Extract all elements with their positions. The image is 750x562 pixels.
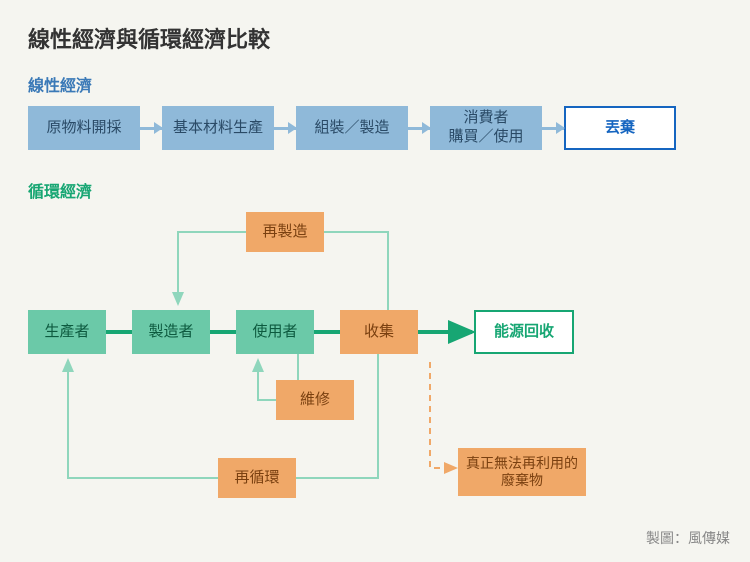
linear-arrow <box>542 127 564 130</box>
linear-arrow <box>408 127 430 130</box>
circ-waste: 真正無法再利用的廢棄物 <box>458 448 586 496</box>
linear-box: 組裝／製造 <box>296 106 408 150</box>
linear-arrow <box>140 127 162 130</box>
circ-remfg: 再製造 <box>246 212 324 252</box>
circ-repair: 維修 <box>276 380 354 420</box>
circ-user: 使用者 <box>236 310 314 354</box>
circ-collect: 收集 <box>340 310 418 354</box>
circ-recycle: 再循環 <box>218 458 296 498</box>
circular-flow: 生產者製造者使用者收集 能源回收 再製造維修再循環 真正無法再利用的廢棄物 <box>28 212 722 552</box>
linear-final-box: 丟棄 <box>564 106 676 150</box>
linear-subtitle: 線性經濟 <box>28 72 722 96</box>
circular-subtitle: 循環經濟 <box>28 178 722 202</box>
linear-arrow <box>274 127 296 130</box>
circ-maker: 製造者 <box>132 310 210 354</box>
circ-producer: 生產者 <box>28 310 106 354</box>
linear-box: 基本材料生產 <box>162 106 274 150</box>
linear-box: 原物料開採 <box>28 106 140 150</box>
credit-text: 製圖：風傳媒 <box>646 528 730 548</box>
circ-recover: 能源回收 <box>474 310 574 354</box>
linear-flow: 原物料開採基本材料生產組裝／製造消費者 購買／使用丟棄 <box>28 106 722 150</box>
linear-box: 消費者 購買／使用 <box>430 106 542 150</box>
main-title: 線性經濟與循環經濟比較 <box>28 22 722 54</box>
